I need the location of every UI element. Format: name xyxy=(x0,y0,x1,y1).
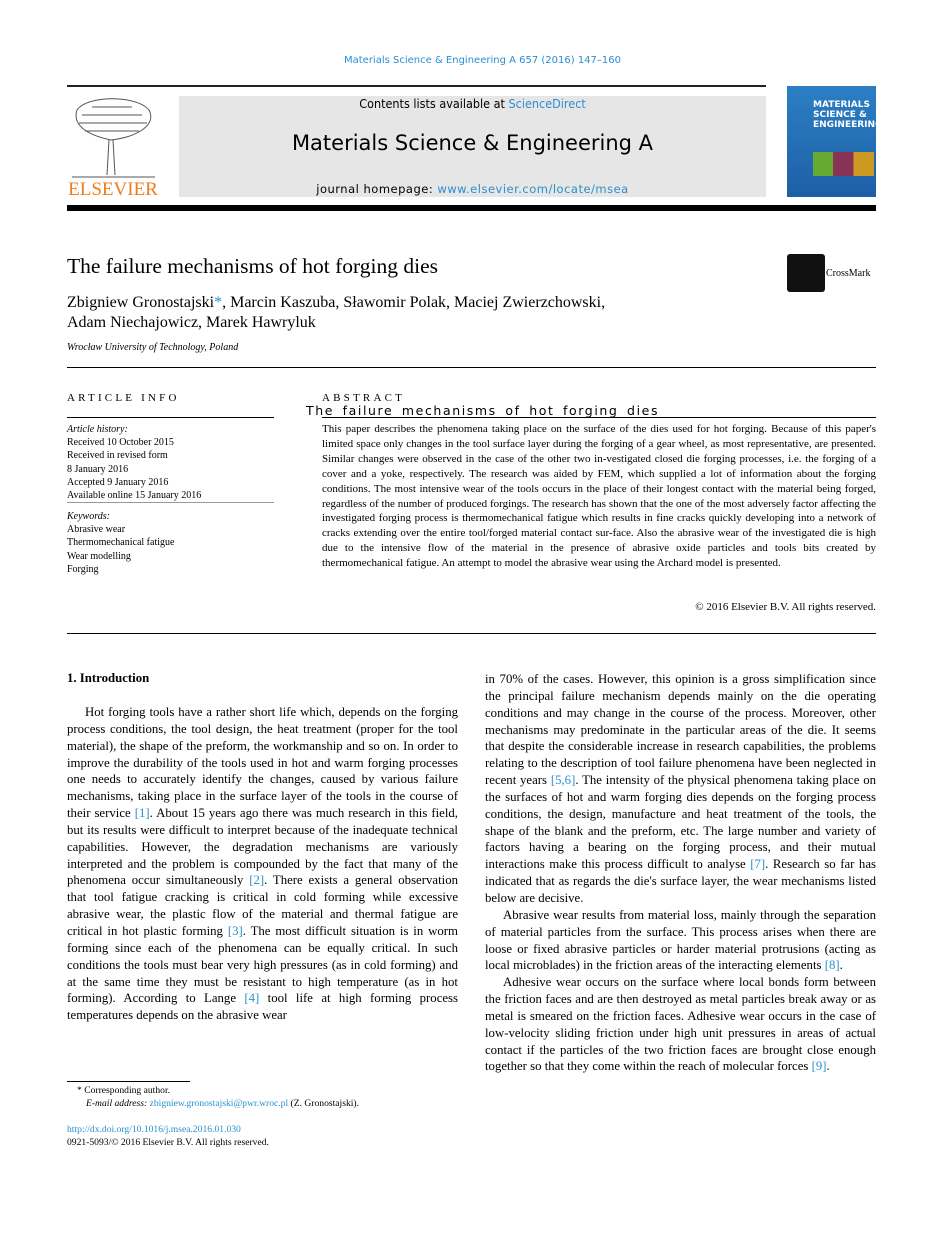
footnote-email: E-mail address: zbigniew.gronostajski@pw… xyxy=(86,1097,359,1110)
text-run: Hot forging tools have a rather short li… xyxy=(67,705,458,821)
list-item: Wear modelling xyxy=(67,550,131,562)
list-item: 8 January 2016 xyxy=(67,463,129,475)
reference-link[interactable]: [7] xyxy=(750,857,766,872)
divider xyxy=(67,367,876,368)
doi-link[interactable]: http://dx.doi.org/10.1016/j.msea.2016.01… xyxy=(67,1124,241,1135)
paragraph: Adhesive wear occurs on the surface wher… xyxy=(485,974,876,1075)
abstract-heading: ABSTRACT xyxy=(322,392,406,404)
text-run: Abrasive wear results from material loss… xyxy=(485,907,876,973)
footnote-marker: * xyxy=(77,1085,82,1096)
list-item: Thermomechanical fatigue xyxy=(67,537,175,549)
text-run: . xyxy=(839,958,843,973)
reference-link[interactable]: [2] xyxy=(249,873,265,888)
divider xyxy=(67,85,766,87)
elsevier-logo: ELSEVIER xyxy=(67,95,159,200)
affiliation: Wrocław University of Technology, Poland xyxy=(67,342,239,353)
reference-link[interactable]: [5,6] xyxy=(550,773,576,788)
email-link[interactable]: zbigniew.gronostajski@pwr.wroc.pl xyxy=(149,1098,289,1109)
text-run: . The intensity of the physical phenomen… xyxy=(485,773,876,872)
homepage-link[interactable]: www.elsevier.com/locate/msea xyxy=(437,182,629,196)
email-suffix: (Z. Gronostajski). xyxy=(288,1098,360,1109)
divider xyxy=(322,417,876,418)
reference-link[interactable]: [8] xyxy=(824,958,840,973)
list-item: Accepted 9 January 2016 xyxy=(67,476,169,488)
list-item: Received in revised form xyxy=(67,450,168,462)
text-run: . Research so far has indicated that as … xyxy=(485,857,876,905)
journal-title: Materials Science & Engineering A xyxy=(291,131,654,155)
reference-link[interactable]: [9] xyxy=(811,1059,827,1074)
corresponding-author-marker[interactable]: * xyxy=(214,294,223,311)
cover-title: MATERIALS SCIENCE & ENGINEERING xyxy=(813,100,883,130)
homepage-label: journal homepage: xyxy=(316,182,438,196)
text-run: . About 15 years ago there was much rese… xyxy=(67,806,458,888)
author-list: Zbigniew Gronostajski*, Marcin Kaszuba, … xyxy=(67,293,605,333)
paragraph: Hot forging tools have a rather short li… xyxy=(67,704,458,1024)
elsevier-wordmark: ELSEVIER xyxy=(68,179,158,197)
paragraph: in 70% of the cases. However, this opini… xyxy=(485,671,876,907)
body-column-left: Hot forging tools have a rather short li… xyxy=(67,704,458,1024)
reference-link[interactable]: [4] xyxy=(244,991,260,1006)
article-info-heading: ARTICLE INFO xyxy=(67,392,180,404)
sciencedirect-link[interactable]: ScienceDirect xyxy=(508,96,586,111)
list-item: Available online 15 January 2016 xyxy=(67,490,202,502)
header-rule xyxy=(67,205,876,211)
author-name[interactable]: Zbigniew Gronostajski xyxy=(67,294,215,311)
text-run: in 70% of the cases. However, this opini… xyxy=(485,672,876,788)
text-run: . The most difficult situation is in wor… xyxy=(67,923,458,1006)
reference-link[interactable]: [3] xyxy=(227,923,243,938)
journal-citation[interactable]: Materials Science & Engineering A 657 (2… xyxy=(343,55,621,66)
crossmark-label: CrossMark xyxy=(826,268,871,279)
footnote-corresponding: * Corresponding author. xyxy=(77,1084,170,1097)
abstract-text: This paper describes the phenomena takin… xyxy=(322,423,876,570)
issn: 0921-5093/© 2016 Elsevier B.V. All right… xyxy=(67,1137,269,1148)
body-column-right: in 70% of the cases. However, this opini… xyxy=(485,671,876,1075)
article-history: Article history: Received 10 October 201… xyxy=(67,423,201,502)
text-run: Adhesive wear occurs on the surface wher… xyxy=(485,975,876,1074)
divider xyxy=(67,417,274,418)
email-label: E-mail address: xyxy=(86,1098,150,1109)
article-title: The failure mechanisms of hot forging di… xyxy=(67,254,438,278)
journal-cover-image: MATERIALS SCIENCE & ENGINEERING xyxy=(787,86,883,197)
doi: http://dx.doi.org/10.1016/j.msea.2016.01… xyxy=(67,1123,241,1136)
contents-label: Contents lists available at xyxy=(359,96,509,111)
journal-banner: Contents lists available at ScienceDirec… xyxy=(179,96,766,197)
author-names: Adam Niechajowicz, Marek Hawryluk xyxy=(67,314,316,331)
history-label: Article history: xyxy=(67,424,128,435)
divider xyxy=(67,633,876,634)
footnote-label: Corresponding author. xyxy=(84,1085,171,1096)
author-names: , Marcin Kaszuba, Sławomir Polak, Maciej… xyxy=(222,294,606,311)
footnote-rule xyxy=(67,1081,190,1082)
keywords: Keywords: Abrasive wear Thermomechanical … xyxy=(67,510,174,576)
list-item: Received 10 October 2015 xyxy=(67,437,174,449)
crossmark-button[interactable]: CrossMark xyxy=(787,254,876,292)
copyright: © 2016 Elsevier B.V. All rights reserved… xyxy=(695,601,876,613)
section-heading: 1. Introduction xyxy=(67,671,150,685)
keywords-label: Keywords: xyxy=(67,511,110,522)
text-run: . There exists a general observation tha… xyxy=(67,873,458,938)
abstract-overlay-title: The failure mechanisms of hot forging di… xyxy=(306,403,660,418)
crossmark-icon xyxy=(787,254,825,292)
list-item: Forging xyxy=(67,563,99,575)
paragraph: Abrasive wear results from material loss… xyxy=(485,907,876,974)
divider xyxy=(67,502,274,503)
text-run: . xyxy=(826,1059,830,1074)
text-run: tool life at high forming process temper… xyxy=(67,991,459,1023)
reference-link[interactable]: [1] xyxy=(134,806,150,821)
list-item: Abrasive wear xyxy=(67,524,126,536)
